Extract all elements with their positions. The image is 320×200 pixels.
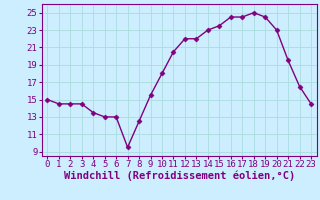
X-axis label: Windchill (Refroidissement éolien,°C): Windchill (Refroidissement éolien,°C) bbox=[64, 171, 295, 181]
